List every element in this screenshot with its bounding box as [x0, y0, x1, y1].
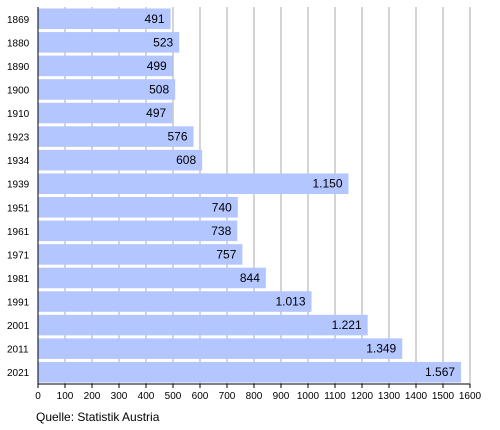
- x-tick-label: 900: [273, 391, 290, 402]
- category-label: 1981: [7, 274, 30, 285]
- category-label: 1951: [7, 203, 30, 214]
- x-tick-label: 1600: [459, 391, 482, 402]
- x-tick-label: 600: [192, 391, 209, 402]
- x-tick-label: 300: [111, 391, 128, 402]
- bar: [38, 361, 462, 383]
- bar-value-label: 576: [167, 130, 187, 144]
- category-label: 1910: [7, 109, 30, 120]
- category-label: 2001: [7, 321, 30, 332]
- category-label: 1869: [7, 15, 30, 26]
- x-tick-label: 1300: [378, 391, 401, 402]
- bar-value-label: 497: [146, 106, 166, 120]
- bar: [38, 8, 171, 30]
- bar: [38, 149, 203, 171]
- category-label: 1880: [7, 38, 30, 49]
- bar-value-label: 1.567: [425, 365, 455, 379]
- bar-value-label: 844: [240, 271, 260, 285]
- category-label: 1923: [7, 133, 30, 144]
- category-label: 1961: [7, 227, 30, 238]
- bar: [38, 197, 238, 218]
- x-tick-label: 500: [165, 391, 182, 402]
- x-tick-label: 800: [246, 391, 263, 402]
- category-label: 1939: [7, 180, 30, 191]
- category-label: 1971: [7, 250, 30, 261]
- bar: [38, 55, 173, 77]
- x-tick-label: 0: [35, 391, 41, 402]
- bar: [38, 291, 312, 312]
- x-tick-label: 1200: [351, 391, 374, 402]
- bar-value-label: 499: [147, 59, 167, 73]
- bar: [38, 314, 368, 336]
- bar: [38, 102, 173, 124]
- bar-value-label: 608: [176, 153, 196, 167]
- bar: [38, 173, 349, 194]
- category-label: 1900: [7, 85, 30, 96]
- x-tick-label: 1400: [405, 391, 428, 402]
- source-note: Quelle: Statistik Austria: [36, 410, 160, 424]
- bar: [38, 126, 194, 147]
- bar-value-label: 523: [153, 35, 173, 49]
- x-tick-label: 200: [84, 391, 101, 402]
- bar-value-label: 740: [212, 200, 232, 214]
- bar-value-label: 1.013: [275, 295, 305, 309]
- bar-value-label: 1.150: [312, 177, 342, 191]
- bar-value-label: 738: [211, 224, 231, 238]
- bar: [38, 79, 176, 100]
- x-tick-label: 1000: [297, 391, 320, 402]
- bar: [38, 220, 238, 242]
- category-label: 2021: [7, 368, 30, 379]
- x-tick-label: 1100: [324, 391, 346, 402]
- bar-value-label: 1.221: [332, 318, 362, 332]
- x-tick-label: 700: [219, 391, 236, 402]
- bar-value-label: 757: [216, 247, 236, 261]
- x-tick-label: 100: [57, 391, 74, 402]
- bar-value-label: 1.349: [366, 342, 396, 356]
- x-tick-label: 1500: [432, 391, 455, 402]
- category-label: 1934: [7, 156, 30, 167]
- category-label: 1991: [7, 298, 30, 309]
- category-label: 1890: [7, 62, 30, 73]
- bar: [38, 338, 403, 359]
- bar-value-label: 491: [145, 12, 165, 26]
- x-tick-label: 400: [138, 391, 155, 402]
- category-label: 2011: [7, 345, 29, 356]
- bar-value-label: 508: [149, 82, 169, 96]
- bar: [38, 267, 266, 289]
- bar: [38, 32, 180, 53]
- bar: [38, 244, 243, 265]
